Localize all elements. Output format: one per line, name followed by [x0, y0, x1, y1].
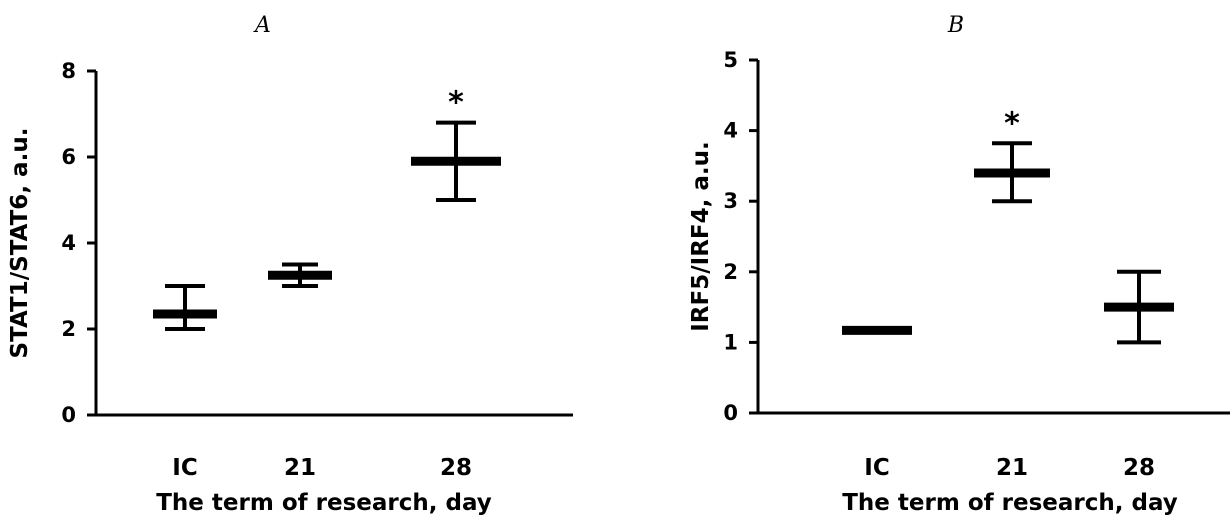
y-tick-label: 4 — [723, 119, 738, 143]
y-tick-label: 0 — [61, 403, 76, 427]
y-tick-label: 8 — [61, 59, 76, 83]
chart-panel-b: B 0 1 2 3 4 5 IC 21 28 The term of research, day IR… — [688, 13, 1230, 516]
y-tick-label: 4 — [61, 231, 76, 255]
panel-letter: A — [253, 13, 271, 38]
x-category-label: 28 — [440, 455, 472, 481]
panel-letter: B — [947, 13, 964, 38]
y-tick-label: 1 — [723, 330, 738, 354]
data-group-28: * — [411, 86, 501, 202]
data-group-ic — [153, 284, 217, 331]
chart-panel-a: A 0 2 4 6 8 IC 21 28 The term of research, day STA… — [7, 13, 573, 516]
data-group-21 — [268, 262, 332, 288]
x-axis-title: The term of research, day — [842, 490, 1178, 516]
x-category-label: 28 — [1123, 455, 1155, 481]
x-category-label: IC — [864, 455, 889, 481]
significance-marker: * — [448, 86, 464, 121]
data-group-21: * — [974, 106, 1050, 204]
y-tick-label: 0 — [723, 401, 738, 425]
data-group-28 — [1104, 269, 1174, 345]
y-tick-label: 5 — [723, 48, 738, 72]
significance-marker: * — [1004, 106, 1020, 141]
y-tick-label: 6 — [61, 145, 76, 169]
x-category-label: 21 — [284, 455, 316, 481]
x-category-label: IC — [172, 455, 197, 481]
y-axis-title: STAT1/STAT6, a.u. — [7, 128, 33, 359]
y-tick-label: 3 — [723, 189, 738, 213]
y-tick-label: 2 — [61, 317, 76, 341]
y-axis-title: IRF5/IRF4, a.u. — [688, 141, 714, 331]
x-category-label: 21 — [996, 455, 1028, 481]
y-tick-label: 2 — [723, 260, 738, 284]
x-axis-title: The term of research, day — [156, 490, 492, 516]
